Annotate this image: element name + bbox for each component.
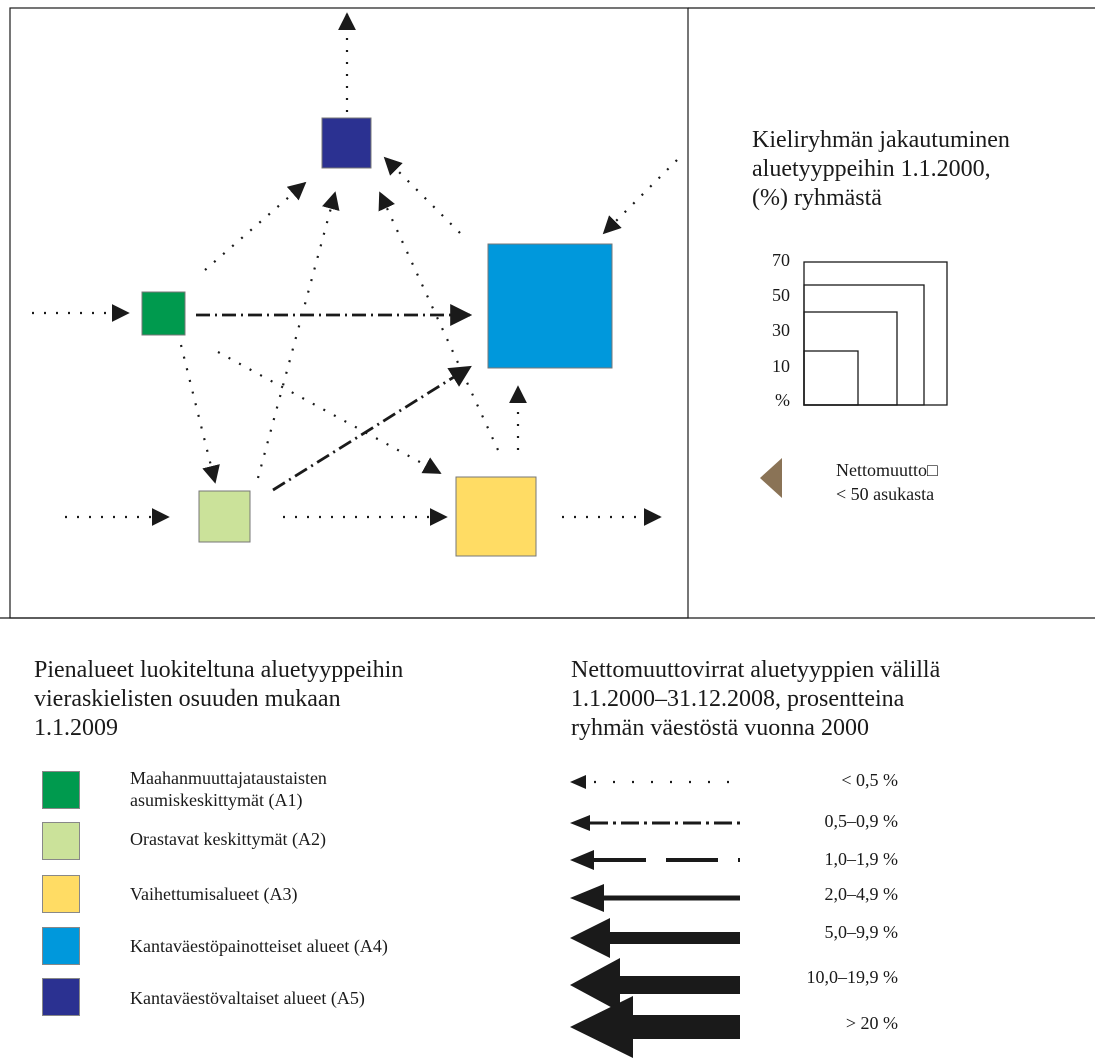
- flow-legend-arrow-solid-medium: [570, 918, 740, 958]
- node-a2: [198, 490, 251, 543]
- flow-legend-arrow-solid-widest: [570, 996, 740, 1058]
- flow-a1-a2: [179, 344, 220, 484]
- flow-legend-arrow-dashed: [570, 850, 740, 870]
- node-a4: [487, 243, 613, 369]
- flow-legend-arrow-dashdot: [570, 815, 740, 831]
- flow-a4-a5: [383, 156, 461, 234]
- flow-a1-a3: [217, 351, 442, 474]
- node-a3: [455, 476, 537, 557]
- size-square-10: [803, 350, 859, 406]
- size-square-30: [803, 311, 898, 406]
- flow-legend-arrow-dotted: [570, 775, 740, 789]
- flow-a3-a5: [378, 191, 499, 451]
- flow-legend-arrow-solid-thick: [570, 958, 740, 1012]
- dashdot-flows: [196, 304, 473, 492]
- size-square-50: [803, 284, 925, 406]
- flow-a1-a5: [204, 181, 307, 271]
- flow-a2-a4: [272, 365, 472, 492]
- flow-legend-arrows: [570, 775, 740, 1058]
- node-a1: [141, 291, 186, 336]
- flow-a2-a5: [256, 191, 340, 479]
- size-square-70: [803, 261, 948, 406]
- small-flow-arrowhead-icon: [760, 458, 782, 498]
- size-legend-squares: [803, 261, 948, 406]
- dotted-flows: [32, 12, 678, 526]
- node-a5: [321, 117, 372, 169]
- flow-legend-arrow-solid-thin: [570, 884, 740, 912]
- flow-in-a4: [602, 159, 678, 235]
